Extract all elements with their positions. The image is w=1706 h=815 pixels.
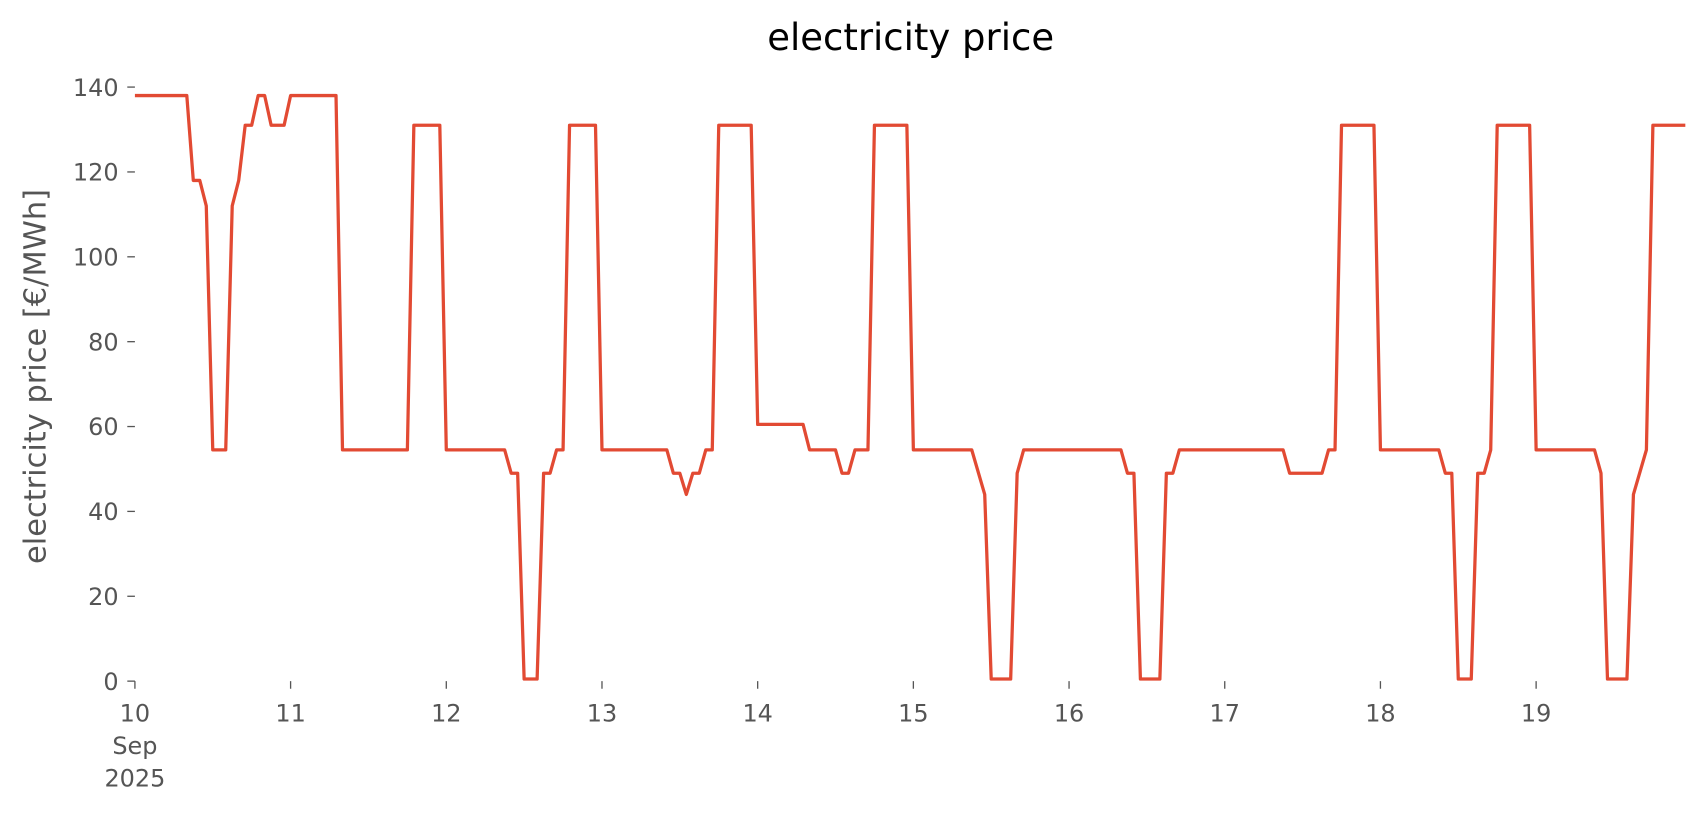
y-tick-label: 120 bbox=[73, 159, 119, 187]
y-tick-label: 100 bbox=[73, 244, 119, 272]
x-tick-label: 16 bbox=[1054, 699, 1084, 727]
y-tick-label: 140 bbox=[73, 74, 119, 102]
x-tick-label: 18 bbox=[1365, 699, 1395, 727]
x-tick-label: 15 bbox=[898, 699, 928, 727]
x-tick-label: 13 bbox=[587, 699, 617, 727]
y-axis-label: electricity price [€/MWh] bbox=[19, 189, 54, 564]
x-tick-label: 14 bbox=[742, 699, 772, 727]
y-tick-label: 20 bbox=[88, 583, 118, 611]
y-tick-label: 40 bbox=[88, 498, 118, 526]
price-line bbox=[134, 93, 1686, 681]
y-tick-label: 60 bbox=[88, 413, 118, 441]
x-tick-label: 11 bbox=[275, 699, 305, 727]
chart-title: electricity price bbox=[767, 16, 1054, 59]
x-tick-label: 17 bbox=[1210, 699, 1240, 727]
y-tick-label: 0 bbox=[103, 668, 118, 696]
x-tick-label: 12 bbox=[431, 699, 461, 727]
x-tick-label: 19 bbox=[1521, 699, 1551, 727]
x-tick-label: 10 Sep 2025 bbox=[104, 699, 165, 792]
y-tick-label: 80 bbox=[88, 328, 118, 356]
